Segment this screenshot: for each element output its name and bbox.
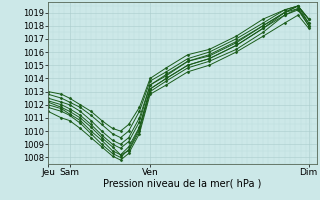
X-axis label: Pression niveau de la mer( hPa ): Pression niveau de la mer( hPa ) <box>103 179 261 189</box>
